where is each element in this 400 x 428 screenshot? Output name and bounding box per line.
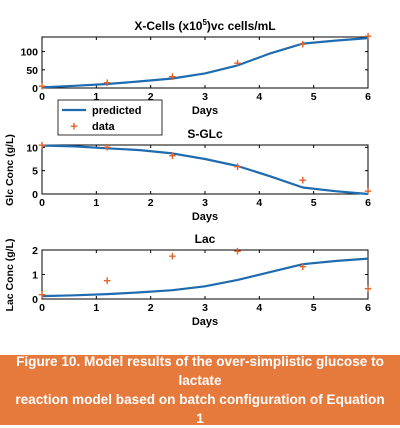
x-tick-label: 2 xyxy=(148,91,154,103)
data-point-marker: + xyxy=(38,79,46,94)
chart-title: Lac xyxy=(195,232,216,246)
data-point-marker: + xyxy=(364,28,372,43)
x-tick-label: 1 xyxy=(93,197,99,209)
x-axis-label: Days xyxy=(192,105,218,117)
figure-caption: Figure 10. Model results of the over-sim… xyxy=(14,352,386,428)
data-point-marker: + xyxy=(169,148,177,163)
predicted-line xyxy=(41,144,369,196)
x-tick-label: 0 xyxy=(39,197,45,209)
x-tick-label: 6 xyxy=(365,197,371,209)
x-tick-label: 5 xyxy=(311,197,317,209)
data-point-marker: + xyxy=(364,281,372,296)
panel-glucose: 0 1 2 3 4 5 6 0 5 10 Days Glc Conc (g/L) S-GLc + + + + + + xyxy=(4,127,372,223)
data-point-marker: + xyxy=(38,287,46,302)
predicted-line xyxy=(41,37,369,89)
legend: predicted + data xyxy=(57,99,163,136)
x-axis-label: Days xyxy=(192,211,218,223)
x-tick-label: 0 xyxy=(39,302,45,314)
chart-title-superscript: 5 xyxy=(202,18,207,27)
chart-title-main: X-Cells (x10 xyxy=(134,19,202,33)
data-point-marker: + xyxy=(234,159,242,174)
axes-frame xyxy=(41,144,369,195)
data-point-marker: + xyxy=(299,172,307,187)
x-tick-label: 2 xyxy=(148,302,154,314)
data-point-marker: + xyxy=(103,273,111,288)
data-point-marker: + xyxy=(103,140,111,155)
caption-box: Figure 10. Model results of the over-sim… xyxy=(0,352,400,428)
panel-lactate: 0 1 2 3 4 5 6 0 1 2 Days Lac Conc (g/L) Lac + + + + + + xyxy=(4,232,372,328)
y-tick-label: 10 xyxy=(26,142,38,154)
predicted-line xyxy=(41,257,369,298)
x-tick-label: 4 xyxy=(256,302,262,314)
y-tick-label: 5 xyxy=(32,166,38,178)
x-tick-label: 5 xyxy=(311,91,317,103)
figure: 0 1 2 3 4 5 6 0 50 100 Days X-Cells (x105)vc cells/… xyxy=(4,18,372,328)
legend-data-label: data xyxy=(92,121,116,133)
legend-data-marker: + xyxy=(70,118,78,133)
x-tick-label: 4 xyxy=(256,197,262,209)
data-point-marker: + xyxy=(169,69,177,84)
data-point-marker: + xyxy=(38,137,46,152)
data-point-marker: + xyxy=(234,243,242,258)
y-tick-label: 1 xyxy=(32,270,38,282)
data-point-marker: + xyxy=(234,55,242,70)
chart-title: X-Cells (x105)vc cells/mL xyxy=(134,18,275,33)
x-tick-label: 1 xyxy=(93,302,99,314)
y-axis-label: Glc Conc (g/L) xyxy=(4,134,16,206)
legend-predicted-label: predicted xyxy=(92,105,142,117)
y-tick-label: 100 xyxy=(20,47,38,59)
x-tick-label: 1 xyxy=(93,91,99,103)
chart-title: S-GLc xyxy=(187,127,223,141)
x-tick-label: 6 xyxy=(365,302,371,314)
x-tick-label: 4 xyxy=(256,91,262,103)
y-tick-label: 0 xyxy=(32,83,38,95)
x-tick-label: 2 xyxy=(148,197,154,209)
axes-frame xyxy=(41,249,369,300)
x-tick-label: 3 xyxy=(202,197,208,209)
x-tick-label: 5 xyxy=(311,302,317,314)
y-tick-label: 0 xyxy=(32,294,38,306)
x-axis-label: Days xyxy=(192,316,218,328)
x-tick-label: 3 xyxy=(202,91,208,103)
y-tick-label: 2 xyxy=(32,245,38,257)
y-tick-label: 50 xyxy=(26,65,38,77)
y-tick-label: 0 xyxy=(32,189,38,201)
data-point-marker: + xyxy=(103,75,111,90)
caption-line-1: Figure 10. Model results of the over-sim… xyxy=(16,354,384,388)
legend-box xyxy=(57,99,163,136)
caption-line-2: reaction model based on batch configurat… xyxy=(15,392,385,426)
chart-title-rest: )vc cells/mL xyxy=(207,19,276,33)
data-point-marker: + xyxy=(169,248,177,263)
data-point-marker: + xyxy=(364,184,372,199)
x-tick-label: 0 xyxy=(39,91,45,103)
data-point-marker: + xyxy=(299,259,307,274)
axes-frame xyxy=(41,36,369,89)
y-axis-label: Lac Conc (g/L) xyxy=(4,239,16,312)
data-point-marker: + xyxy=(299,36,307,51)
x-tick-label: 6 xyxy=(365,91,371,103)
x-tick-label: 3 xyxy=(202,302,208,314)
